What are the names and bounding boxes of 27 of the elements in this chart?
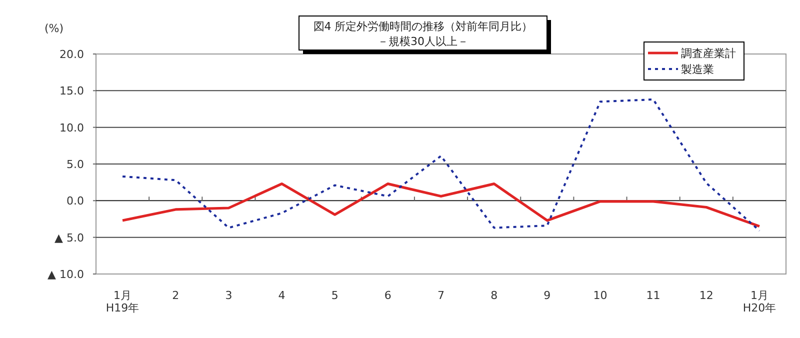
x-tick-label: 4 xyxy=(278,289,286,302)
x-tick-label: 3 xyxy=(225,289,232,302)
chart-subtitle: －規模30人以上－ xyxy=(378,35,468,48)
x-tick-label: 10 xyxy=(593,289,608,302)
legend-label: 調査産業計 xyxy=(681,47,736,60)
y-tick-label: 0.0 xyxy=(66,194,84,208)
y-tick-label: ▲ 10.0 xyxy=(48,268,84,281)
x-tick-label: 9 xyxy=(544,289,551,302)
legend-label: 製造業 xyxy=(681,63,714,76)
x-tick-label: 8 xyxy=(490,289,498,302)
x-tick-label: 1月 H20年 xyxy=(742,289,776,315)
x-tick-label: 1月 H19年 xyxy=(106,289,140,315)
x-tick-label: 7 xyxy=(438,289,444,302)
y-tick-label: 5.0 xyxy=(66,158,84,171)
line-series xyxy=(121,182,761,228)
line-series xyxy=(122,98,760,232)
y-tick-label: 15.0 xyxy=(60,84,84,98)
x-tick-label: 6 xyxy=(384,289,392,302)
y-tick-label: 20.0 xyxy=(60,48,84,61)
x-tick-label: 2 xyxy=(172,289,180,302)
y-axis-title: (%) xyxy=(44,22,64,35)
x-tick-label: 5 xyxy=(331,289,338,302)
y-tick-label: ▲ 5.0 xyxy=(54,231,84,244)
x-tick-label: 11 xyxy=(646,289,660,302)
x-tick-label: 12 xyxy=(699,289,714,302)
y-tick-label: 10.0 xyxy=(60,121,84,134)
chart-title: 図4 所定外労働時間の推移（対前年同月比） xyxy=(313,20,533,33)
